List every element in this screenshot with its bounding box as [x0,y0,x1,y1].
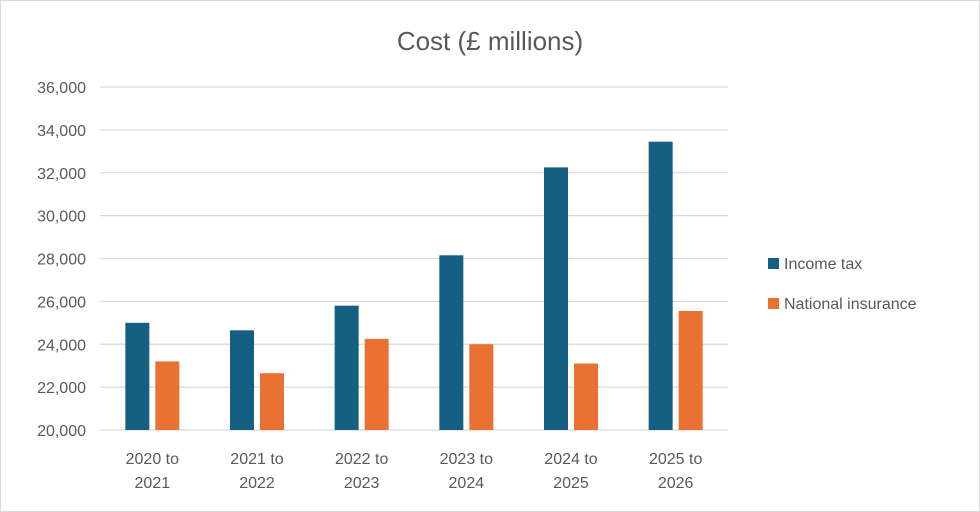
bar-national-insurance [678,311,703,430]
x-tick-label: 2026 [658,475,694,492]
bar-income-tax [544,167,568,430]
y-tick-label: 30,000 [37,209,86,226]
y-tick-label: 28,000 [37,252,86,269]
y-tick-label: 26,000 [37,294,86,311]
bar-national-insurance [155,361,180,430]
bar-income-tax [230,330,254,430]
x-tick-label: 2021 [135,475,171,492]
y-tick-label: 32,000 [37,166,86,183]
bar-national-insurance [574,363,598,430]
legend-swatch [768,298,779,309]
bar-income-tax [648,141,673,430]
bar-income-tax [334,305,359,430]
x-tick-label: 2024 to [544,451,597,468]
x-tick-label: 2023 [344,475,380,492]
x-tick-label: 2025 to [649,451,702,468]
bar-national-insurance [469,344,494,430]
x-tick-label: 2020 to [126,451,179,468]
x-tick-label: 2023 to [440,451,493,468]
y-tick-label: 22,000 [37,380,86,397]
x-tick-label: 2025 [553,475,589,492]
bar-national-insurance [364,338,389,430]
legend-label: Income tax [784,256,862,273]
bar-income-tax [125,322,150,430]
x-tick-label: 2021 to [230,451,283,468]
y-tick-label: 34,000 [37,123,86,140]
y-tick-label: 20,000 [37,423,86,440]
x-tick-label: 2024 [449,475,485,492]
y-tick-label: 36,000 [37,80,86,97]
x-tick-label: 2022 to [335,451,388,468]
bar-national-insurance [260,373,284,430]
y-tick-label: 24,000 [37,337,86,354]
bar-income-tax [439,255,464,430]
chart-title: Cost (£ millions) [397,26,583,56]
legend-swatch [768,258,779,269]
x-tick-label: 2022 [239,475,275,492]
legend-label: National insurance [784,296,917,313]
